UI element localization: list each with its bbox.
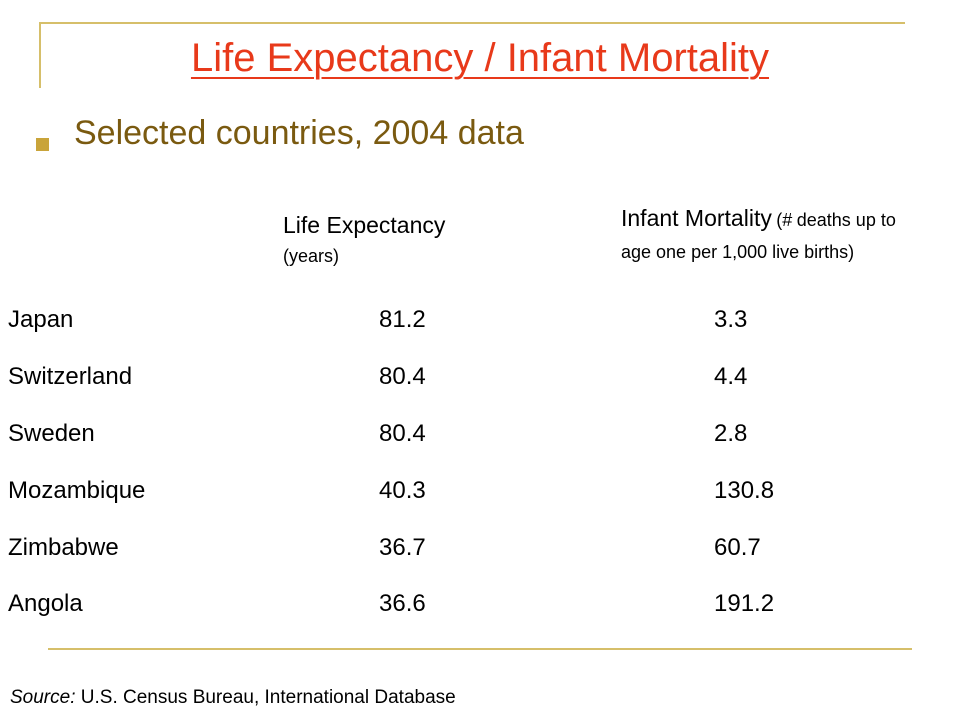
cell-infant-mortality: 2.8 [714,420,748,447]
cell-life-expectancy: 80.4 [379,420,426,447]
table-row: Sweden 80.4 2.8 [0,420,960,460]
slide-title: Life Expectancy / Infant Mortality [190,36,770,80]
cell-infant-mortality: 60.7 [714,534,761,561]
header-infant-mortality-label: Infant Mortality [621,205,772,231]
bullet-text: Selected countries, 2004 data [74,114,524,152]
cell-country: Angola [8,590,83,617]
cell-country: Zimbabwe [8,534,119,561]
header-life-expectancy-unit: (years) [283,246,340,266]
table-row: Japan 81.2 3.3 [0,306,960,346]
source-label: Source: [10,687,76,708]
table-row: Zimbabwe 36.7 60.7 [0,534,960,574]
frame-top-rule [39,22,905,24]
cell-life-expectancy: 36.7 [379,534,426,561]
cell-infant-mortality: 3.3 [714,306,748,333]
table-row: Angola 36.6 191.2 [0,590,960,630]
source-text: U.S. Census Bureau, International Databa… [80,687,456,708]
cell-life-expectancy: 36.6 [379,590,426,617]
header-infant-mortality-unit-rest: deaths up to age one per 1,000 live birt… [621,210,896,262]
cell-country: Japan [8,306,74,333]
header-infant-mortality-unit-start: (# [776,210,793,230]
frame-left-rule [39,22,41,88]
cell-infant-mortality: 4.4 [714,363,748,390]
cell-infant-mortality: 191.2 [714,590,775,617]
cell-infant-mortality: 130.8 [714,477,775,504]
cell-life-expectancy: 40.3 [379,477,426,504]
cell-country: Sweden [8,420,95,447]
bullet-square-icon [36,138,49,151]
header-life-expectancy: Life Expectancy (years) [283,211,523,269]
header-infant-mortality: Infant Mortality (# deaths up to age one… [621,203,911,269]
cell-country: Switzerland [8,363,133,390]
cell-country: Mozambique [8,477,146,504]
source-note: Source: U.S. Census Bureau, Internationa… [10,687,456,709]
header-life-expectancy-label: Life Expectancy [283,212,446,238]
footer-rule [48,648,912,650]
table-row: Switzerland 80.4 4.4 [0,363,960,403]
cell-life-expectancy: 80.4 [379,363,426,390]
table-row: Mozambique 40.3 130.8 [0,477,960,517]
cell-life-expectancy: 81.2 [379,306,426,333]
